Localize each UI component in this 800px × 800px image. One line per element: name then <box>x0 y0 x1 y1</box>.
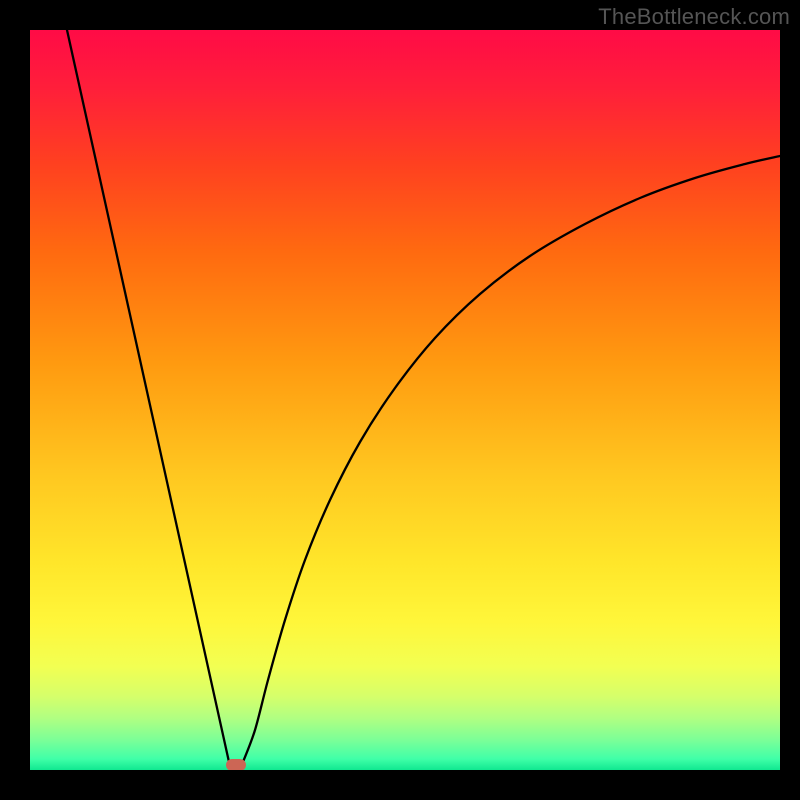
chart-background <box>30 30 780 770</box>
bottleneck-chart <box>30 30 780 770</box>
watermark-text: TheBottleneck.com <box>598 4 790 30</box>
optimal-point-marker <box>226 759 246 770</box>
